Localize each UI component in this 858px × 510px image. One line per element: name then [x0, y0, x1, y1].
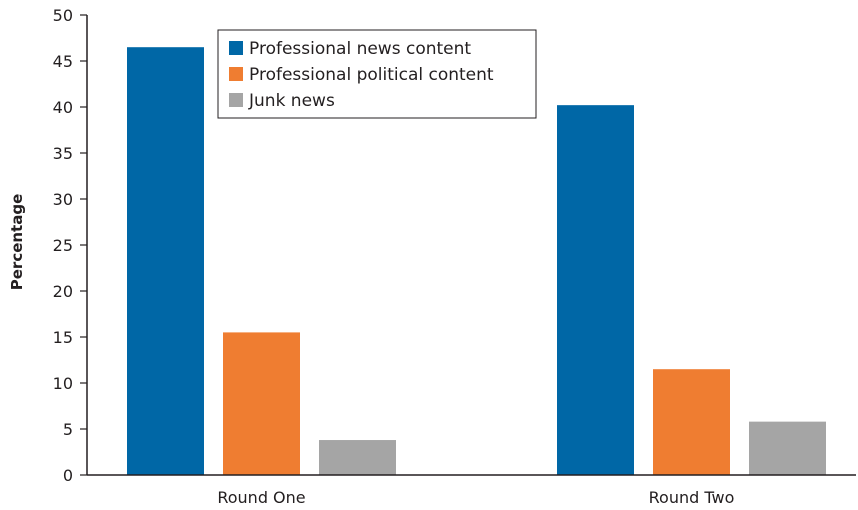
y-axis-ticks: 0 5 10 15 20 25 30 35 40 45 50	[53, 6, 87, 485]
bar-0-0	[127, 47, 204, 475]
y-axis-label: Percentage	[8, 194, 26, 291]
bars	[127, 47, 826, 475]
legend-label: Professional news content	[249, 39, 471, 59]
x-axis-category-labels: Round One Round Two	[217, 488, 734, 507]
legend: Professional news content Professional po…	[217, 29, 537, 119]
legend-box	[217, 29, 537, 119]
bar-1-2	[749, 421, 826, 475]
y-tick-label: 35	[53, 144, 73, 163]
bar-0-2	[319, 440, 396, 475]
legend-swatch	[229, 93, 243, 107]
y-tick-label: 30	[53, 190, 73, 209]
x-category-label: Round One	[217, 488, 305, 507]
y-tick-label: 5	[63, 420, 73, 439]
y-tick-label: 0	[63, 466, 73, 485]
bar-0-1	[223, 332, 300, 475]
y-tick-label: 25	[53, 236, 73, 255]
bar-1-1	[653, 369, 730, 475]
y-tick-label: 15	[53, 328, 73, 347]
bar-1-0	[557, 105, 634, 475]
x-category-label: Round Two	[649, 488, 735, 507]
y-tick-label: 40	[53, 98, 73, 117]
legend-swatch	[229, 41, 243, 55]
y-tick-label: 20	[53, 282, 73, 301]
legend-swatch	[229, 67, 243, 81]
y-tick-label: 45	[53, 52, 73, 71]
y-tick-label: 10	[53, 374, 73, 393]
y-tick-label: 50	[53, 6, 73, 25]
legend-label: Junk news	[248, 91, 335, 111]
legend-label: Professional political content	[249, 65, 494, 85]
